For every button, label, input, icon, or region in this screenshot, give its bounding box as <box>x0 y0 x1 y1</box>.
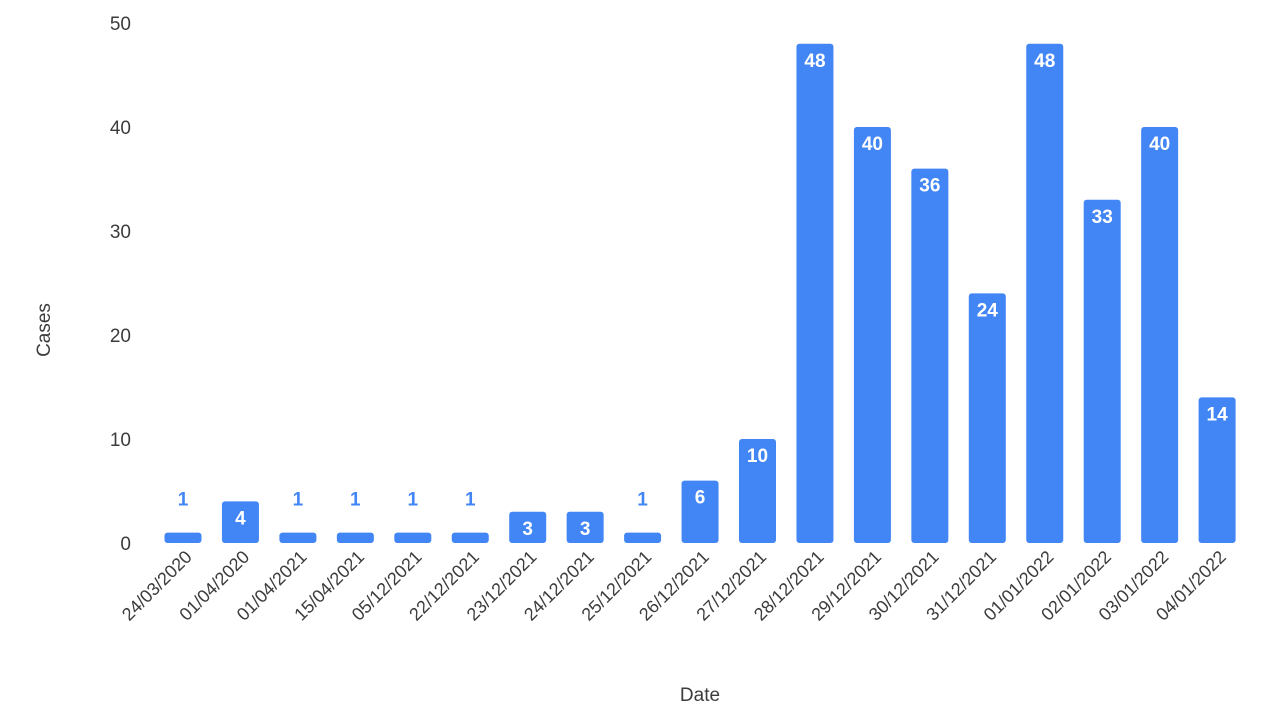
bar-value-label: 24 <box>977 300 999 321</box>
bar <box>1083 199 1121 544</box>
bar-value-label: 10 <box>747 446 768 467</box>
y-tick-label: 0 <box>120 534 131 555</box>
bar-value-label: 1 <box>408 490 419 511</box>
bar <box>279 532 317 543</box>
bar-value-label: 48 <box>1034 51 1055 72</box>
y-tick-label: 40 <box>110 118 131 139</box>
bar-value-label: 1 <box>350 490 361 511</box>
bar <box>451 532 489 543</box>
bar <box>911 168 949 543</box>
bar <box>1198 397 1236 543</box>
bar-value-label: 33 <box>1092 207 1113 228</box>
y-tick-label: 10 <box>110 430 131 451</box>
bar <box>739 439 776 543</box>
bar-value-label: 14 <box>1207 404 1229 425</box>
y-tick-label: 30 <box>110 222 131 243</box>
bar <box>681 480 719 543</box>
bar <box>796 43 834 544</box>
bar <box>1141 127 1179 543</box>
bar <box>566 511 604 543</box>
bar <box>221 501 259 543</box>
bar <box>394 532 432 543</box>
bar <box>624 532 662 543</box>
bar <box>164 532 202 543</box>
bar-value-label: 1 <box>293 490 304 511</box>
bar-value-label: 4 <box>235 508 246 529</box>
y-axis-ticks: 0 10 20 30 40 50 <box>110 14 131 555</box>
bar-value-label: 1 <box>465 490 476 511</box>
x-axis-title: Date <box>680 685 720 706</box>
y-axis-title: Cases <box>34 303 55 357</box>
bar <box>968 293 1006 543</box>
y-tick-label: 20 <box>110 326 131 347</box>
bar <box>509 511 547 543</box>
bar-value-label: 3 <box>580 519 591 540</box>
bar-value-label: 1 <box>637 490 648 511</box>
bars <box>164 43 1236 544</box>
bar <box>1026 43 1064 544</box>
bar-value-label: 36 <box>919 176 940 197</box>
bar-value-label: 40 <box>1149 134 1170 155</box>
bar-value-label: 40 <box>862 134 883 155</box>
bar-value-label: 1 <box>178 490 189 511</box>
x-axis-ticks: 24/03/202001/04/202001/04/202115/04/2021… <box>118 547 1230 625</box>
bar-value-label: 6 <box>695 488 706 509</box>
bar-value-label: 48 <box>804 51 825 72</box>
y-tick-label: 50 <box>110 14 131 35</box>
bar <box>336 532 374 543</box>
bar <box>853 127 891 543</box>
bar-value-label: 3 <box>522 519 533 540</box>
